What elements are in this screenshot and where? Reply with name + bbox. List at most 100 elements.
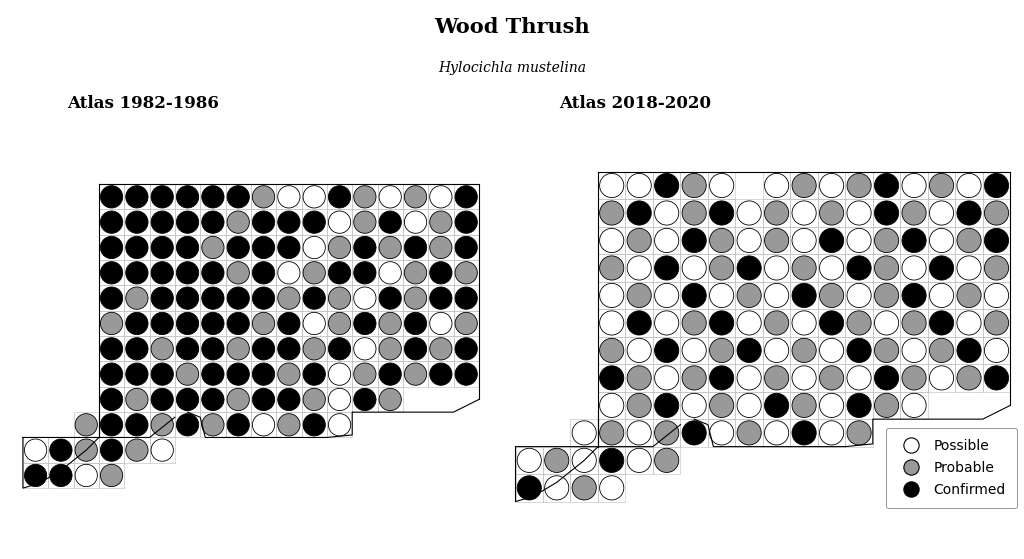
Circle shape [902, 394, 926, 418]
Bar [251, 286, 276, 311]
Circle shape [25, 439, 47, 461]
Circle shape [329, 287, 350, 309]
Circle shape [252, 312, 274, 335]
Bar [99, 412, 124, 438]
Bar [708, 419, 735, 447]
Bar [225, 286, 251, 311]
Bar [846, 227, 872, 254]
Circle shape [710, 338, 734, 363]
Circle shape [329, 363, 350, 385]
Circle shape [100, 262, 123, 284]
Bar [872, 282, 900, 309]
Circle shape [627, 229, 651, 253]
Bar [818, 282, 846, 309]
Bar [598, 309, 626, 337]
Bar [900, 392, 928, 419]
Circle shape [654, 173, 679, 197]
Circle shape [710, 394, 734, 418]
Circle shape [430, 262, 452, 284]
Bar [150, 387, 175, 412]
Circle shape [278, 287, 300, 309]
Circle shape [874, 338, 899, 363]
Bar [818, 419, 846, 447]
Bar [74, 438, 99, 463]
Circle shape [303, 262, 326, 284]
Bar [352, 286, 378, 311]
Bar [428, 362, 454, 387]
Bar [680, 419, 708, 447]
Bar [818, 254, 846, 282]
Bar [653, 447, 680, 474]
Bar [74, 463, 99, 488]
Bar [763, 172, 791, 199]
Circle shape [126, 287, 148, 309]
Circle shape [152, 236, 173, 259]
Bar [301, 311, 327, 336]
Bar [150, 286, 175, 311]
Circle shape [455, 363, 477, 385]
Bar [598, 199, 626, 227]
Bar [653, 199, 680, 227]
Bar [99, 260, 124, 286]
Circle shape [379, 287, 401, 309]
Circle shape [404, 236, 427, 259]
Bar [983, 199, 1011, 227]
Bar [378, 336, 402, 362]
Circle shape [278, 211, 300, 233]
Circle shape [100, 414, 123, 436]
Circle shape [100, 389, 123, 411]
Circle shape [930, 229, 953, 253]
Bar [928, 227, 955, 254]
Bar [626, 172, 653, 199]
Bar [201, 286, 225, 311]
Circle shape [847, 256, 871, 280]
Circle shape [600, 283, 624, 307]
Circle shape [379, 186, 401, 208]
Bar [598, 392, 626, 419]
Circle shape [792, 283, 816, 307]
Bar [763, 227, 791, 254]
Circle shape [819, 338, 844, 363]
Bar [763, 364, 791, 392]
Bar [175, 286, 201, 311]
Circle shape [930, 173, 953, 197]
Circle shape [627, 394, 651, 418]
Bar [276, 311, 301, 336]
Circle shape [252, 236, 274, 259]
Circle shape [455, 338, 477, 360]
Bar [928, 254, 955, 282]
Circle shape [819, 201, 844, 225]
Circle shape [126, 439, 148, 461]
Bar [708, 392, 735, 419]
Bar [150, 311, 175, 336]
Bar [626, 254, 653, 282]
Circle shape [984, 366, 1009, 390]
Bar [124, 286, 150, 311]
Bar [454, 260, 479, 286]
Bar [983, 172, 1011, 199]
Bar [276, 260, 301, 286]
Bar [99, 210, 124, 235]
Bar [680, 172, 708, 199]
Bar [708, 282, 735, 309]
Circle shape [627, 283, 651, 307]
Circle shape [278, 236, 300, 259]
Circle shape [957, 366, 981, 390]
Circle shape [303, 186, 326, 208]
Bar [708, 309, 735, 337]
Circle shape [176, 236, 199, 259]
Circle shape [710, 256, 734, 280]
Bar [225, 311, 251, 336]
Circle shape [847, 201, 871, 225]
Bar [955, 364, 983, 392]
Bar [653, 227, 680, 254]
Bar [402, 286, 428, 311]
Circle shape [819, 421, 844, 445]
Circle shape [627, 201, 651, 225]
Circle shape [176, 389, 199, 411]
Bar [276, 210, 301, 235]
Bar [99, 387, 124, 412]
Bar [327, 336, 352, 362]
Bar [402, 311, 428, 336]
Circle shape [984, 201, 1009, 225]
